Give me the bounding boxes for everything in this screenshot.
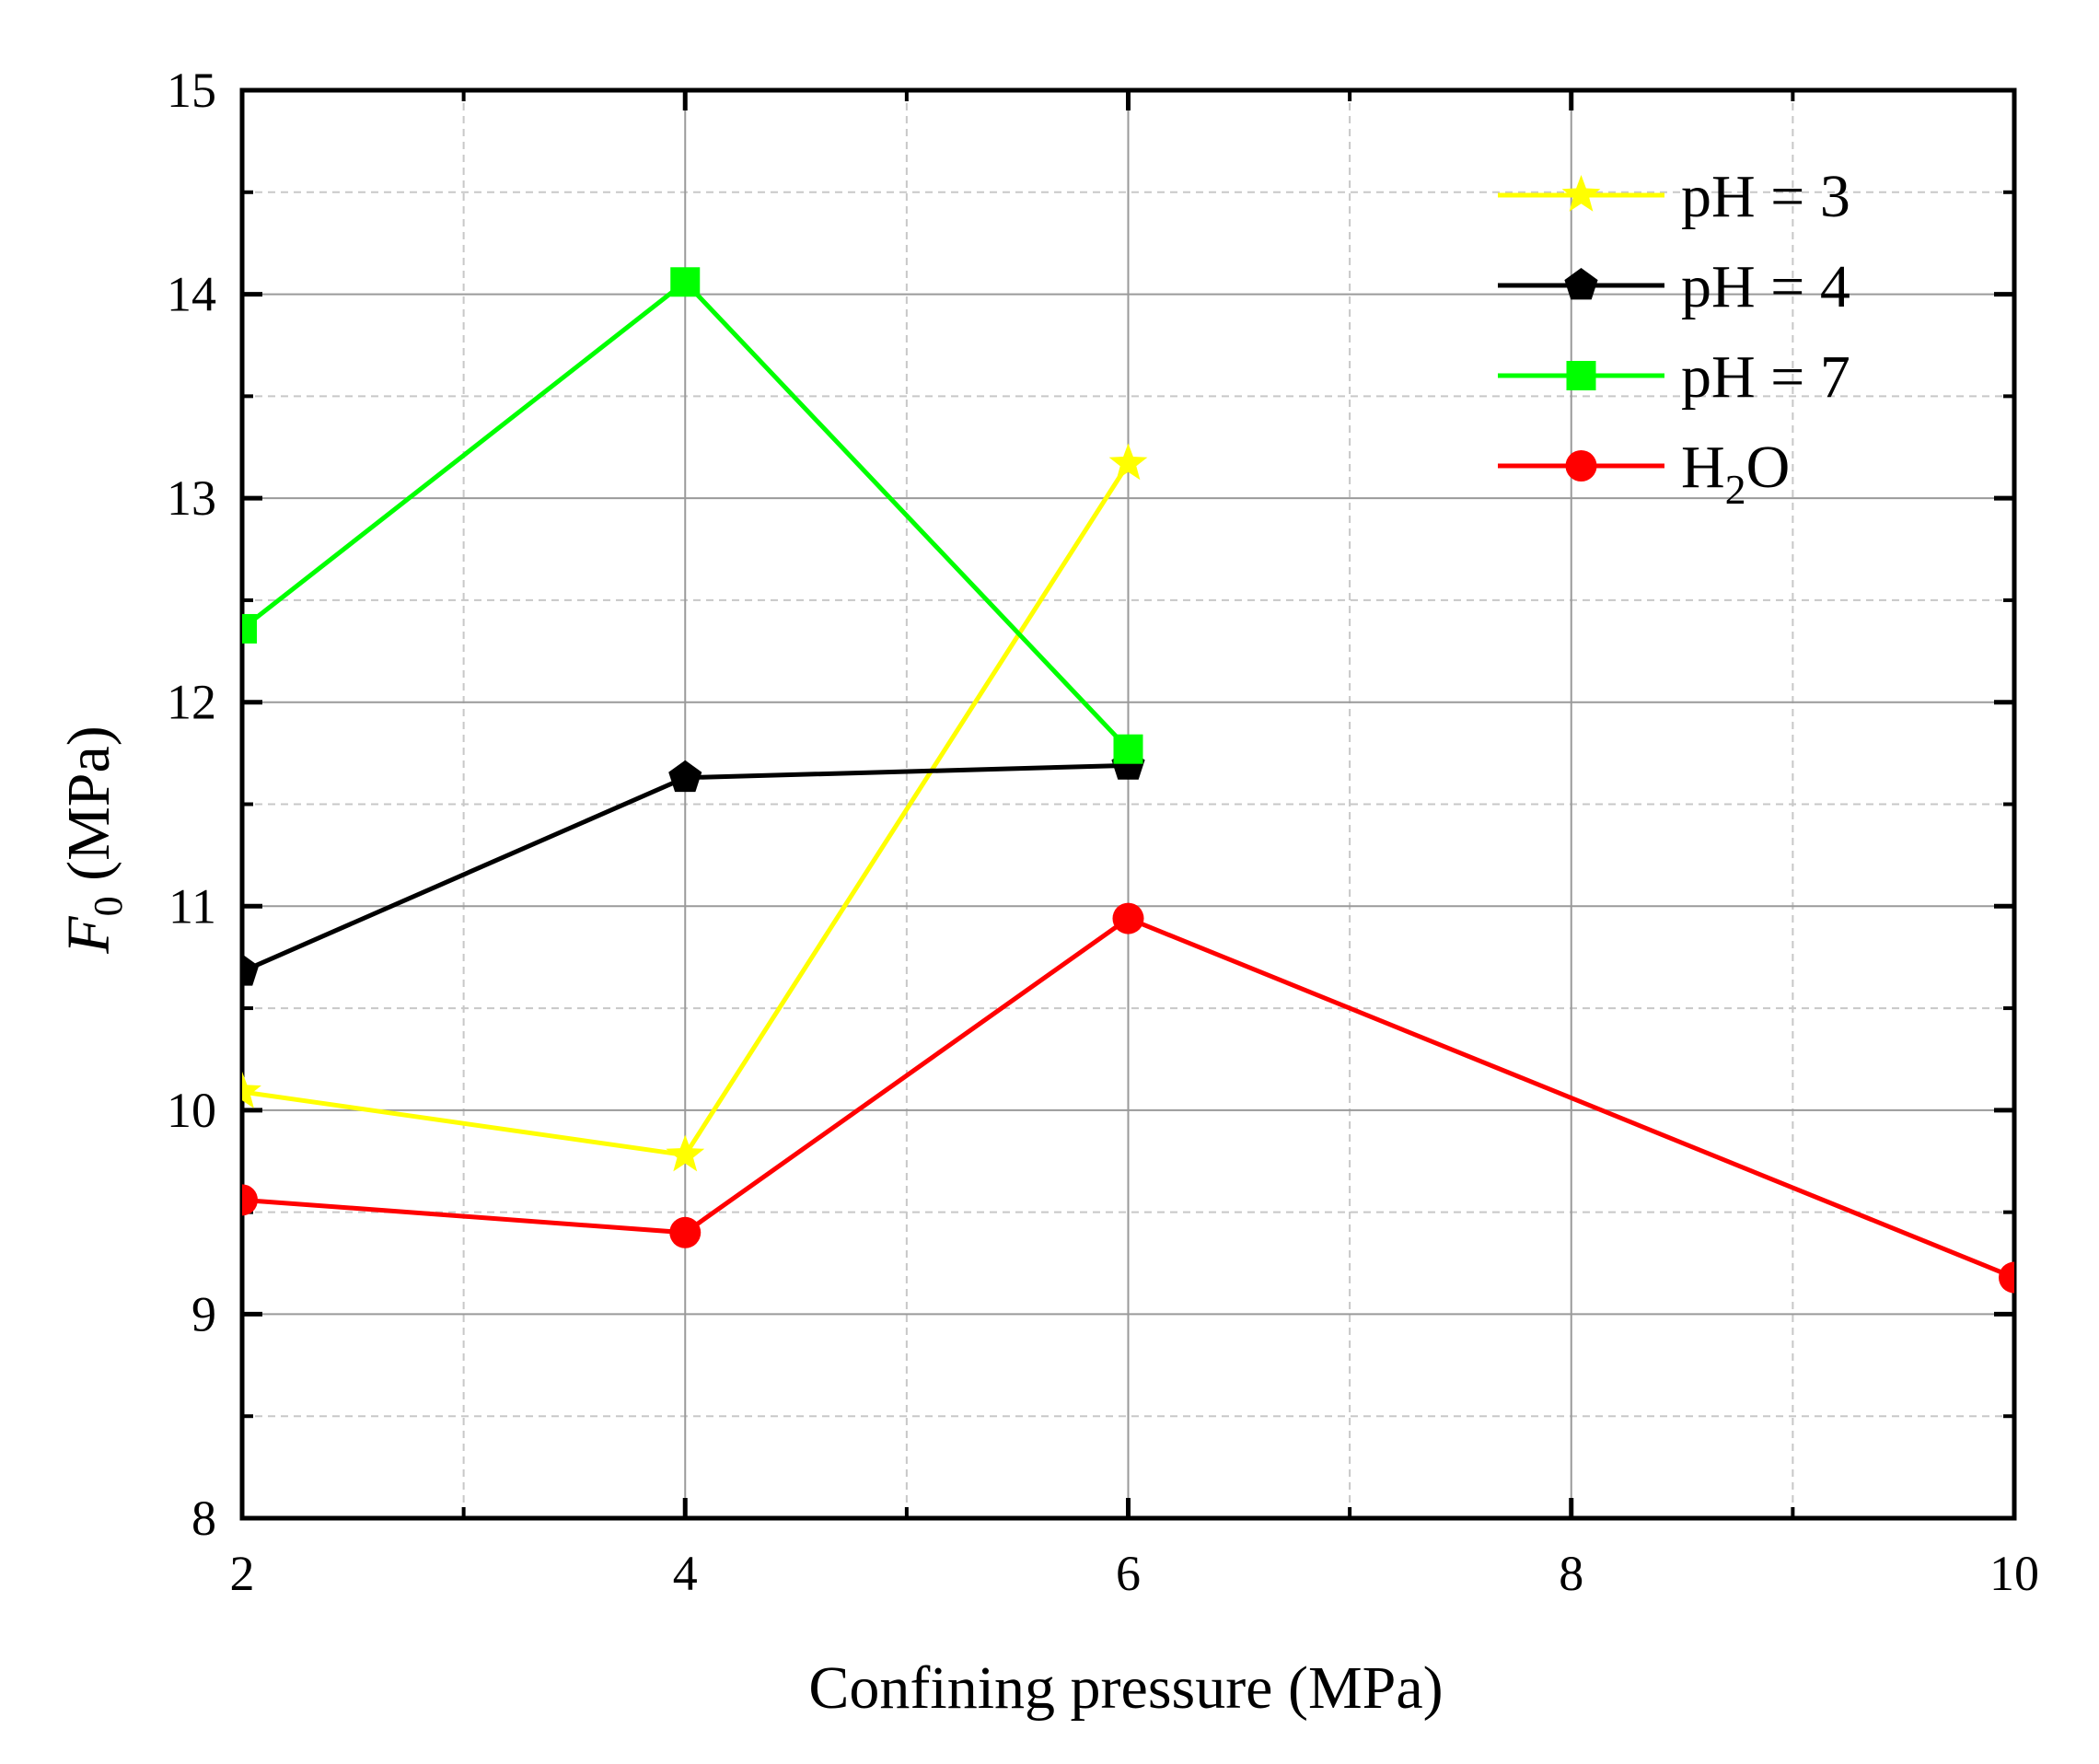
legend: pH = 3 pH = 4 pH = 7 H2O — [1498, 163, 1850, 513]
y-tick-label: 8 — [191, 1491, 216, 1546]
y-tick-label: 15 — [167, 63, 216, 118]
data-point-h2o — [242, 1184, 258, 1216]
legend-label-main: H — [1681, 434, 1725, 501]
legend-marker — [1565, 450, 1597, 482]
data-point-ph-4 — [668, 760, 702, 793]
x-tick-label: 8 — [1559, 1546, 1583, 1601]
legend-label-sub: 2 — [1725, 466, 1746, 513]
legend-item: H2O — [1498, 434, 1790, 513]
axis-labels: Confining pressure (MPa) F0 (MPa) — [55, 725, 1444, 1722]
series-ph-7 — [242, 267, 1143, 764]
y-tick-label: 13 — [167, 470, 216, 526]
y-axis-title-subscript: 0 — [86, 896, 131, 916]
legend-item: pH = 3 — [1498, 163, 1850, 230]
series-h2o — [242, 902, 2014, 1294]
legend-label: pH = 3 — [1681, 163, 1850, 230]
y-axis-title-symbol: F — [55, 916, 122, 955]
data-point-ph-3 — [1108, 443, 1148, 481]
legend-label-tail: O — [1746, 434, 1791, 501]
legend-marker — [1566, 361, 1596, 390]
data-point-ph-7 — [1113, 734, 1143, 764]
data-point-h2o — [1999, 1261, 2014, 1294]
legend-item: pH = 4 — [1498, 253, 1850, 320]
y-tick-label: 14 — [167, 267, 216, 322]
x-tick-label: 6 — [1116, 1546, 1141, 1601]
legend-label: pH = 4 — [1681, 253, 1850, 320]
legend-marker — [1561, 175, 1601, 212]
data-point-h2o — [1112, 902, 1144, 934]
data-point-ph-4 — [242, 954, 260, 986]
legend-marker — [1564, 268, 1598, 300]
y-tick-label: 9 — [191, 1286, 216, 1341]
plot-frame — [239, 87, 2017, 1521]
y-tick-label: 11 — [168, 878, 216, 934]
y-tick-label: 10 — [167, 1083, 216, 1138]
series-line-h2o — [242, 915, 2014, 1280]
x-tick-label: 10 — [1989, 1546, 2039, 1601]
series — [242, 267, 2014, 1294]
data-point-ph-7 — [242, 613, 257, 644]
legend-item: pH = 7 — [1498, 343, 1850, 411]
data-point-ph-7 — [670, 267, 701, 297]
x-tick-label: 2 — [230, 1546, 255, 1601]
axes: 2 4 6 8 10 8 9 10 11 12 13 14 15 — [167, 63, 2039, 1601]
data-point-ph-3 — [242, 1071, 261, 1108]
series-ph-3 — [242, 443, 1148, 1172]
y-tick-label: 12 — [167, 675, 216, 730]
data-point-ph-3 — [666, 1134, 705, 1172]
x-axis-title: Confining pressure (MPa) — [808, 1654, 1443, 1722]
legend-label: pH = 7 — [1681, 343, 1850, 411]
data-point-h2o — [669, 1216, 702, 1248]
y-axis-title: F0 (MPa) — [55, 725, 131, 954]
legend-label: H2O — [1681, 434, 1790, 513]
x-tick-label: 4 — [673, 1546, 698, 1601]
y-axis-title-unit: (MPa) — [55, 725, 122, 896]
